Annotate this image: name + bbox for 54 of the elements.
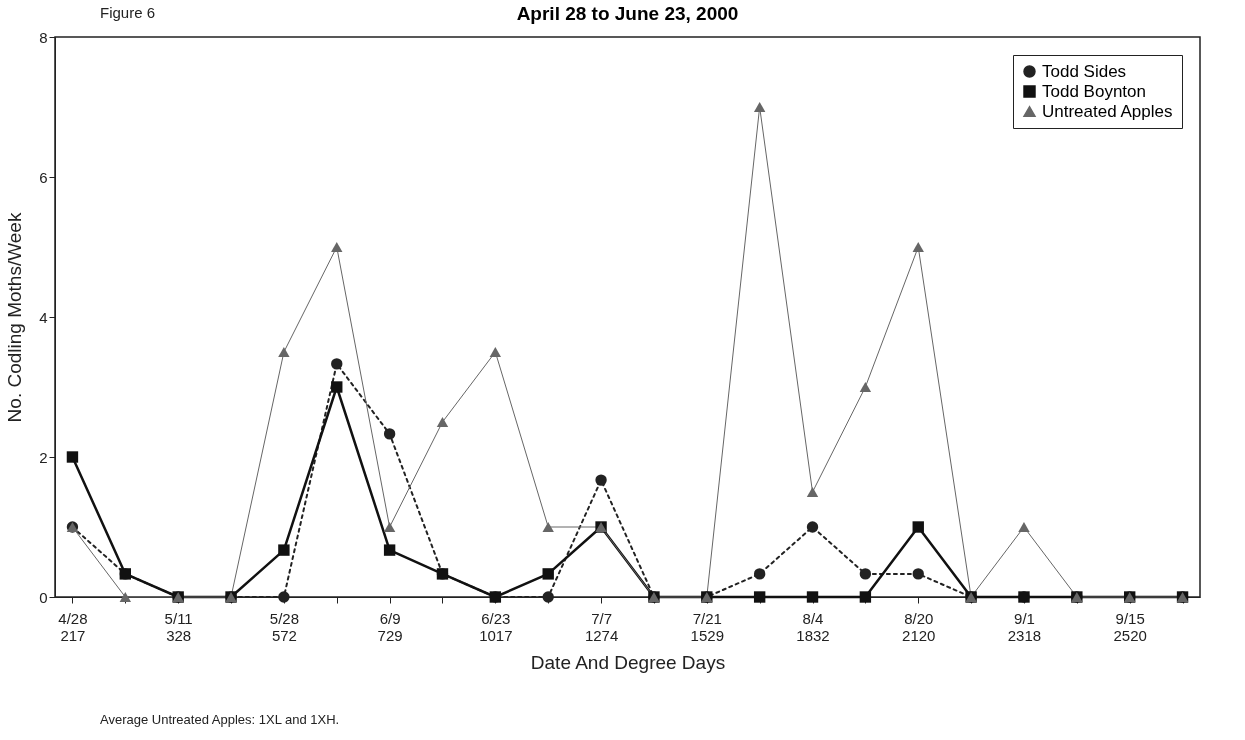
y-tick-label: 2 xyxy=(39,448,48,466)
point xyxy=(806,591,819,603)
x-tick-label: 7/7 1274 xyxy=(584,609,619,644)
point xyxy=(383,428,396,440)
point xyxy=(912,568,924,580)
point xyxy=(542,522,554,532)
point xyxy=(383,544,396,556)
text: Average Untreated Apples: 1XL and 1XH. xyxy=(100,712,340,727)
point xyxy=(806,521,819,533)
x-tick-label: 8/4 1832 xyxy=(796,609,830,644)
point xyxy=(331,381,343,393)
point xyxy=(542,591,554,603)
point xyxy=(912,242,924,252)
x-axis-title: Date And Degree Days xyxy=(530,651,726,673)
x-tick-label: 9/15 2520 xyxy=(1113,609,1147,644)
point xyxy=(595,474,607,486)
x-tick-label: 7/21 1529 xyxy=(690,609,724,644)
x-tick-label: 9/1 2318 xyxy=(1007,609,1042,644)
point xyxy=(1018,522,1030,532)
legend-label: Untreated Apples xyxy=(1042,101,1173,121)
y-axis-title: No. Codling Moths/Week xyxy=(4,212,26,423)
point xyxy=(859,591,872,603)
point xyxy=(66,451,79,463)
chart-title: April 28 to June 23, 2000 xyxy=(516,3,739,24)
point xyxy=(278,591,290,603)
x-tick-label: 6/9 729 xyxy=(377,609,403,644)
y-tick-label: 4 xyxy=(39,308,48,326)
x-tick-label: 6/23 1017 xyxy=(479,609,513,644)
point xyxy=(859,568,872,580)
point xyxy=(436,417,449,427)
point xyxy=(383,522,396,532)
point xyxy=(806,487,819,497)
point xyxy=(753,568,766,580)
x-tick-label: 4/28 217 xyxy=(58,609,88,644)
x-tick-label: 5/28 572 xyxy=(269,609,299,644)
point xyxy=(278,347,290,357)
point xyxy=(278,544,290,556)
point xyxy=(753,591,766,603)
point xyxy=(859,382,872,392)
point xyxy=(119,592,132,602)
x-tick-label: 5/11 328 xyxy=(164,609,193,644)
y-tick-label: 8 xyxy=(39,28,48,46)
x-tick-label: 8/20 2120 xyxy=(902,609,936,644)
point xyxy=(912,521,924,533)
point xyxy=(753,102,766,112)
legend-label: Todd Sides xyxy=(1042,61,1127,81)
y-tick-label: 0 xyxy=(39,588,48,606)
y-tick-label: 6 xyxy=(39,168,48,186)
point xyxy=(542,568,554,580)
point xyxy=(331,242,343,252)
caption: Figure 6 xyxy=(100,4,156,21)
legend-label: Todd Boynton xyxy=(1042,81,1146,101)
point xyxy=(331,358,343,370)
point xyxy=(489,347,502,357)
